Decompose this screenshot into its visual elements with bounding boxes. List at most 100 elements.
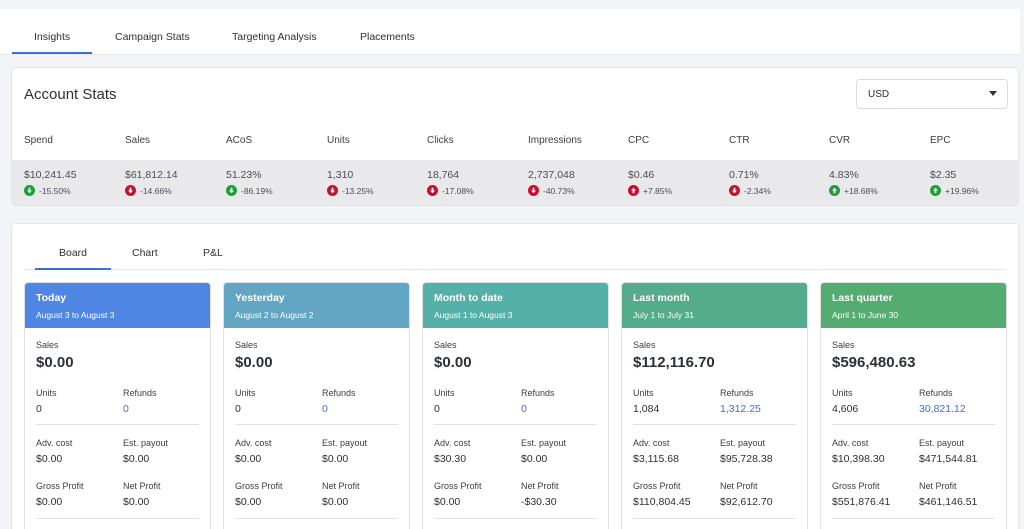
period-name: Month to date bbox=[434, 292, 503, 304]
period-card-last-quarter: Last quarter April 1 to June 30 Sales $5… bbox=[820, 282, 1007, 529]
metric-delta-cpc: +7.85% bbox=[628, 185, 672, 196]
divider bbox=[434, 424, 597, 425]
adv-cost-value: $0.00 bbox=[36, 453, 63, 465]
net-profit-label: Net Profit bbox=[720, 481, 758, 491]
gross-profit-label: Gross Profit bbox=[36, 481, 84, 491]
period-header: Today August 3 to August 3 bbox=[25, 283, 210, 328]
metric-label-spend: Spend bbox=[24, 135, 53, 146]
net-profit-value: $461,146.51 bbox=[919, 496, 978, 508]
refunds-link[interactable]: 0 bbox=[123, 403, 129, 415]
arrow-up-icon bbox=[628, 185, 639, 196]
arrow-down-icon bbox=[125, 185, 136, 196]
metric-value-acos: 51.23% bbox=[226, 169, 262, 181]
metric-label-cpc: CPC bbox=[628, 135, 650, 146]
period-range: August 2 to August 2 bbox=[235, 310, 314, 320]
adv-cost-label: Adv. cost bbox=[434, 438, 471, 448]
refunds-link[interactable]: 0 bbox=[322, 403, 328, 415]
est-payout-value: $95,728.38 bbox=[720, 453, 773, 465]
net-profit-label: Net Profit bbox=[521, 481, 559, 491]
refunds-label: Refunds bbox=[919, 388, 953, 398]
units-value: 4,606 bbox=[832, 403, 859, 415]
units-value: 0 bbox=[434, 403, 440, 415]
metric-delta-text: -15.50% bbox=[39, 185, 71, 196]
arrow-up-icon bbox=[930, 185, 941, 196]
net-profit-label: Net Profit bbox=[919, 481, 957, 491]
tab-targeting-analysis[interactable]: Targeting Analysis bbox=[232, 31, 317, 43]
metric-label-ctr: CTR bbox=[729, 135, 750, 146]
metric-delta-clicks: -17.08% bbox=[427, 185, 474, 196]
tab-placements[interactable]: Placements bbox=[360, 31, 415, 43]
metric-delta-sales: -14.66% bbox=[125, 185, 172, 196]
est-payout-value: $0.00 bbox=[322, 453, 349, 465]
sales-value: $0.00 bbox=[434, 354, 472, 371]
refunds-label: Refunds bbox=[322, 388, 356, 398]
refunds-label: Refunds bbox=[521, 388, 555, 398]
gross-profit-value: $0.00 bbox=[235, 496, 262, 508]
metric-delta-acos: -86.19% bbox=[226, 185, 273, 196]
metric-label-sales: Sales bbox=[125, 135, 151, 146]
adv-cost-label: Adv. cost bbox=[36, 438, 73, 448]
period-header: Last month July 1 to July 31 bbox=[622, 283, 807, 328]
metric-delta-epc: +19.96% bbox=[930, 185, 979, 196]
adv-cost-value: $3,115.68 bbox=[633, 453, 679, 465]
tab-pnl[interactable]: P&L bbox=[203, 247, 223, 259]
tab-campaign-stats[interactable]: Campaign Stats bbox=[115, 31, 190, 43]
adv-cost-value: $0.00 bbox=[235, 453, 262, 465]
net-profit-value: $0.00 bbox=[322, 496, 349, 508]
period-range: August 3 to August 3 bbox=[36, 310, 115, 320]
sales-value: $596,480.63 bbox=[832, 354, 916, 371]
sales-value: $112,116.70 bbox=[633, 354, 715, 371]
metric-delta-text: -40.73% bbox=[543, 185, 575, 196]
refunds-link[interactable]: 30,821.12 bbox=[919, 403, 966, 415]
est-payout-value: $471,544.81 bbox=[919, 453, 978, 465]
gross-profit-label: Gross Profit bbox=[434, 481, 482, 491]
units-label: Units bbox=[434, 388, 455, 398]
metric-delta-text: -13.25% bbox=[342, 185, 374, 196]
adv-cost-value: $10,398.30 bbox=[832, 453, 885, 465]
sales-value: $0.00 bbox=[235, 354, 273, 371]
account-stats-card: Account Stats USD Spend $10,241.45 -15.5… bbox=[11, 67, 1019, 206]
divider bbox=[633, 424, 796, 425]
metric-label-cvr: CVR bbox=[829, 135, 851, 146]
net-profit-value: $92,612.70 bbox=[720, 496, 773, 508]
adv-cost-value: $30.30 bbox=[434, 453, 467, 465]
period-card-yesterday: Yesterday August 2 to August 2 Sales $0.… bbox=[223, 282, 410, 529]
refunds-label: Refunds bbox=[123, 388, 157, 398]
period-name: Last month bbox=[633, 292, 690, 304]
gross-profit-label: Gross Profit bbox=[235, 481, 283, 491]
metric-value-cvr: 4.83% bbox=[829, 169, 859, 181]
period-name: Yesterday bbox=[235, 292, 285, 304]
period-range: April 1 to June 30 bbox=[832, 310, 899, 320]
period-card-today: Today August 3 to August 3 Sales $0.00 U… bbox=[24, 282, 211, 529]
gross-profit-label: Gross Profit bbox=[832, 481, 880, 491]
metric-label-units: Units bbox=[327, 135, 350, 146]
metric-label-epc: EPC bbox=[930, 135, 951, 146]
arrow-down-icon bbox=[24, 185, 35, 196]
tab-chart[interactable]: Chart bbox=[132, 247, 158, 259]
metric-delta-text: +7.85% bbox=[643, 185, 673, 196]
divider bbox=[235, 518, 398, 519]
refunds-link[interactable]: 1,312.25 bbox=[720, 403, 761, 415]
period-range: August 1 to August 3 bbox=[434, 310, 513, 320]
gross-profit-value: $551,876.41 bbox=[832, 496, 891, 508]
refunds-label: Refunds bbox=[720, 388, 754, 398]
arrow-down-icon bbox=[327, 185, 338, 196]
adv-cost-label: Adv. cost bbox=[832, 438, 869, 448]
period-name: Last quarter bbox=[832, 292, 893, 304]
metric-value-clicks: 18,764 bbox=[427, 169, 460, 181]
metric-delta-text: +18.68% bbox=[844, 185, 878, 196]
period-name: Today bbox=[36, 292, 67, 304]
units-label: Units bbox=[36, 388, 57, 398]
period-card-last-month: Last month July 1 to July 31 Sales $112,… bbox=[621, 282, 808, 529]
metric-value-units: 1,310 bbox=[327, 169, 354, 181]
currency-select[interactable]: USD bbox=[856, 79, 1008, 109]
divider bbox=[36, 424, 199, 425]
tab-board[interactable]: Board bbox=[34, 247, 112, 270]
view-tab-bar: Board Chart P&L bbox=[24, 224, 1006, 270]
est-payout-label: Est. payout bbox=[720, 438, 766, 448]
metric-value-sales: $61,812.14 bbox=[125, 169, 178, 181]
metric-value-epc: $2.35 bbox=[930, 169, 957, 181]
metric-value-ctr: 0.71% bbox=[729, 169, 759, 181]
tab-insights[interactable]: Insights bbox=[11, 31, 93, 54]
refunds-link[interactable]: 0 bbox=[521, 403, 527, 415]
